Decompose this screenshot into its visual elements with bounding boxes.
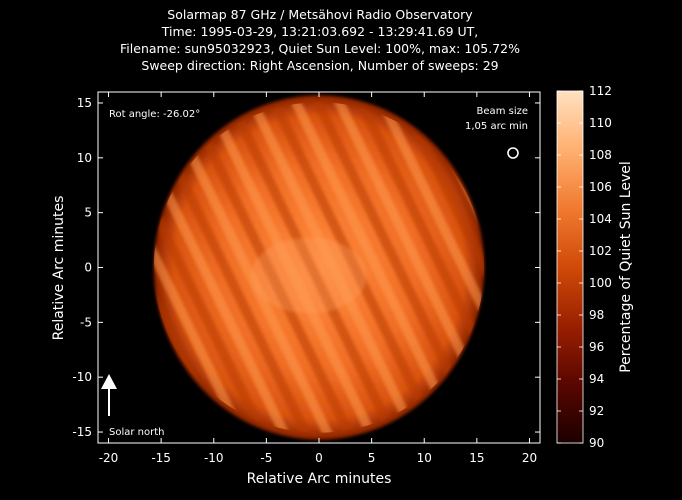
sweep-stripe [336, 102, 485, 433]
y-tick-label: 0 [84, 261, 92, 275]
solar-north-label: Solar north [109, 427, 165, 438]
x-tick-label: 15 [469, 451, 484, 465]
chart-title: Solarmap 87 GHz / Metsähovi Radio Observ… [0, 6, 640, 74]
x-tick-label: -10 [204, 451, 224, 465]
title-line-1: Solarmap 87 GHz / Metsähovi Radio Observ… [167, 7, 473, 22]
colorbar-label: Percentage of Quiet Sun Level [618, 161, 634, 373]
colorbar-tick-label: 102 [589, 244, 612, 258]
beam-size-circle [507, 147, 519, 159]
colorbar [556, 90, 584, 444]
colorbar-tick-label: 110 [589, 116, 612, 130]
bright-region [251, 237, 367, 314]
colorbar-tick-label: 112 [589, 84, 612, 98]
sweep-stripe [0, 61, 88, 474]
rot-angle-label: Rot angle: -26.02° [109, 109, 200, 120]
colorbar-tick-label: 96 [589, 340, 604, 354]
y-tick-label: 10 [77, 151, 92, 165]
sweep-stripe [314, 102, 485, 433]
x-axis-label: Relative Arc minutes [247, 471, 392, 487]
colorbar-tick-label: 106 [589, 180, 612, 194]
x-tick-label: -15 [151, 451, 171, 465]
sweep-stripe [600, 61, 682, 474]
colorbar-tick-label: 104 [589, 212, 612, 226]
x-tick-label: 0 [315, 451, 323, 465]
colorbar-tick-label: 98 [589, 308, 604, 322]
title-line-2: Time: 1995-03-29, 13:21:03.692 - 13:29:4… [161, 24, 479, 39]
sweep-stripe [357, 102, 485, 433]
x-tick-label: 10 [417, 451, 432, 465]
colorbar-tick-label: 108 [589, 148, 612, 162]
y-tick-label: -10 [72, 370, 92, 384]
y-axis-label: Relative Arc minutes [51, 196, 67, 341]
sweep-stripe [644, 61, 682, 474]
y-tick-label: 5 [84, 206, 92, 220]
x-tick-label: 5 [368, 451, 376, 465]
sweep-stripe [0, 61, 1, 474]
title-line-4: Sweep direction: Right Ascension, Number… [141, 58, 499, 73]
sweep-stripe [0, 61, 23, 474]
axes: -20 -15 -10 -5 0 5 10 15 20 -15 -10 -5 0 5 10 15 [72, 91, 541, 465]
sweep-stripe [153, 102, 309, 433]
sweep-stripe [153, 102, 287, 433]
title-line-3: Filename: sun95032923, Quiet Sun Level: … [120, 41, 520, 56]
y-tick-label: 15 [77, 96, 92, 110]
colorbar-ticks: 90 92 94 96 98 100 102 104 106 108 110 112 [557, 84, 612, 450]
x-tick-label: -5 [260, 451, 272, 465]
colorbar-tick-label: 94 [589, 372, 604, 386]
x-tick-label: 20 [522, 451, 537, 465]
y-tick-label: -5 [80, 315, 92, 329]
beam-size-value: 1,05 arc min [465, 121, 528, 132]
sweep-stripe [665, 61, 682, 474]
x-tick-label: -20 [99, 451, 119, 465]
solar-north-arrow-icon [101, 374, 117, 416]
beam-size-label: Beam size [477, 106, 528, 117]
colorbar-tick-label: 92 [589, 404, 604, 418]
colorbar-tick-label: 100 [589, 276, 612, 290]
colorbar-tick-label: 90 [589, 436, 604, 450]
y-tick-label: -15 [72, 425, 92, 439]
sweep-stripe [0, 61, 44, 474]
